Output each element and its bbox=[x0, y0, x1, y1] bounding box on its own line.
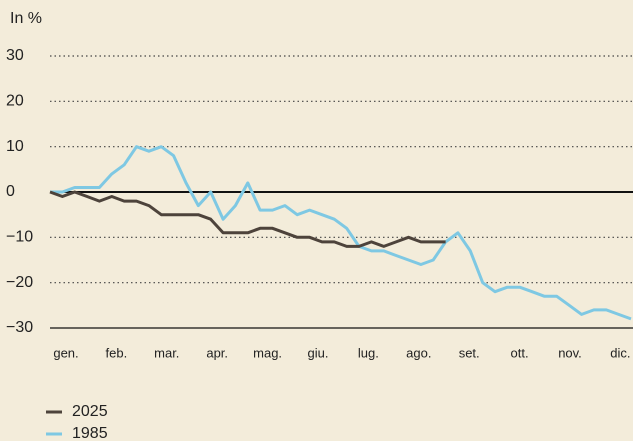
x-tick-label: gen. bbox=[53, 345, 78, 360]
x-tick-label: set. bbox=[459, 345, 480, 360]
y-tick-label: −10 bbox=[6, 229, 33, 246]
x-tick-label: apr. bbox=[206, 345, 228, 360]
x-tick-label: mar. bbox=[154, 345, 179, 360]
y-tick-label: 30 bbox=[6, 47, 24, 64]
y-tick-label: 20 bbox=[6, 93, 24, 110]
x-tick-label: ott. bbox=[511, 345, 529, 360]
y-axis-label: In % bbox=[10, 10, 42, 27]
x-tick-label: nov. bbox=[558, 345, 582, 360]
x-tick-label: feb. bbox=[106, 345, 128, 360]
x-tick-label: dic. bbox=[610, 345, 630, 360]
y-tick-label: −30 bbox=[6, 319, 33, 336]
legend-label: 1985 bbox=[72, 425, 108, 441]
y-tick-label: 10 bbox=[6, 138, 24, 155]
x-tick-label: ago. bbox=[406, 345, 431, 360]
x-tick-label: lug. bbox=[358, 345, 379, 360]
x-tick-label: giu. bbox=[308, 345, 329, 360]
legend-label: 2025 bbox=[72, 403, 108, 420]
y-tick-label: −20 bbox=[6, 274, 33, 291]
series-line bbox=[49, 190, 446, 248]
series-line bbox=[50, 145, 632, 321]
y-tick-label: 0 bbox=[6, 183, 15, 200]
x-tick-label: mag. bbox=[253, 345, 282, 360]
